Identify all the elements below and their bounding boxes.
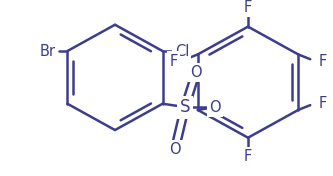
Text: F: F (244, 0, 252, 15)
Text: F: F (169, 54, 178, 69)
Text: Cl: Cl (174, 44, 189, 59)
Text: F: F (318, 54, 326, 69)
Text: O: O (169, 142, 181, 157)
Text: O: O (209, 100, 221, 115)
Text: O: O (190, 65, 202, 80)
Text: Br: Br (39, 44, 55, 59)
Text: S: S (180, 98, 190, 116)
Text: F: F (318, 96, 326, 111)
Text: F: F (244, 149, 252, 164)
